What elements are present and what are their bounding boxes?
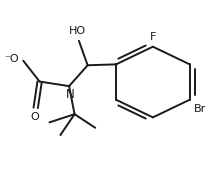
Text: HO: HO [69, 26, 86, 36]
Text: F: F [150, 32, 156, 42]
Text: Br: Br [194, 104, 206, 114]
Text: N: N [66, 88, 74, 101]
Text: O: O [30, 112, 39, 122]
Text: ⁻O: ⁻O [5, 54, 19, 63]
